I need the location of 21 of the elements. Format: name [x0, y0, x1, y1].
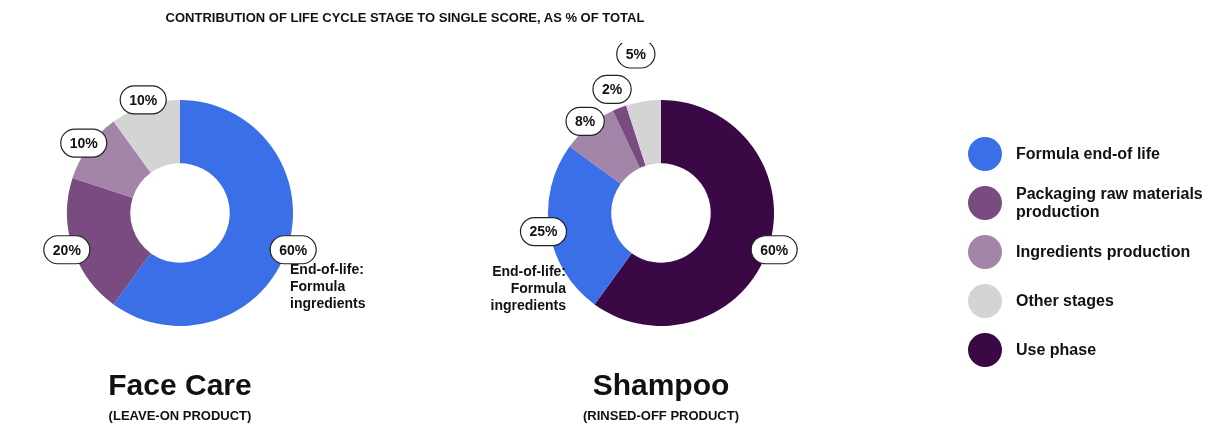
legend-label: Use phase	[1016, 341, 1097, 359]
legend-label: Ingredients production	[1016, 243, 1191, 261]
data-label: 25%	[529, 223, 559, 240]
text: (RINSED-OFF PRODUCT)	[582, 408, 740, 423]
data-label: 8%	[575, 113, 596, 130]
data-label: 5%	[625, 45, 647, 62]
data-label: 10%	[69, 134, 99, 151]
data-label: 10%	[129, 91, 158, 108]
text: End-of-life: Formula ingredients	[489, 263, 566, 314]
text: CONTRIBUTION OF LIFE CYCLE STAGE TO SINGLE SCORE, AS % OF TOTAL	[164, 10, 646, 25]
legend-label: Formula end-of life	[1016, 145, 1160, 163]
data-label: 60%	[279, 241, 308, 258]
legend-label: Other stages	[1016, 292, 1114, 310]
data-label: 60%	[760, 241, 789, 258]
data-label: 20%	[52, 241, 82, 258]
data-label: 2%	[601, 81, 623, 98]
text: Shampoo	[591, 368, 731, 402]
text: End-of-life: Formula ingredients	[290, 261, 367, 312]
legend-label: Packaging raw materials production	[1016, 185, 1204, 221]
text: (LEAVE-ON PRODUCT)	[107, 408, 253, 423]
text: Face Care	[107, 368, 253, 402]
